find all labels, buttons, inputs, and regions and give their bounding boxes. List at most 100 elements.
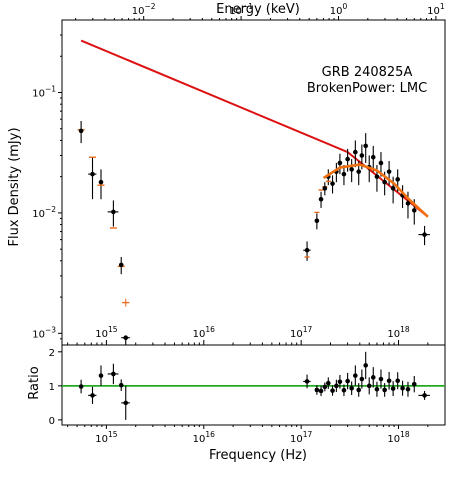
data-marker: [386, 169, 392, 174]
data-marker: [382, 179, 387, 185]
data-point: [370, 145, 376, 172]
ratio-point: [98, 365, 104, 386]
ratio-marker: [405, 386, 411, 392]
data-point: [345, 148, 350, 172]
data-point: [330, 175, 335, 194]
data-marker: [330, 181, 335, 186]
ratio-point: [400, 380, 405, 396]
ratio-point: [334, 379, 339, 392]
data-point: [97, 169, 105, 200]
ratio-point: [405, 381, 411, 397]
y-axis-label: Flux Density (mJy): [7, 127, 22, 246]
ratio-marker: [382, 387, 387, 393]
data-marker: [90, 171, 95, 177]
data-marker: [349, 167, 354, 172]
data-point: [337, 153, 343, 175]
ratio-point: [118, 379, 124, 391]
data-marker: [374, 174, 380, 179]
ratio-x-tick-label: 1016: [193, 430, 216, 445]
ratio-point: [356, 383, 362, 397]
ratio-point: [395, 372, 400, 390]
data-point: [77, 120, 85, 144]
ratio-point: [386, 371, 392, 390]
data-marker: [390, 186, 396, 191]
ratio-point: [363, 351, 368, 380]
ratio-x-tick-label: 1015: [95, 430, 118, 445]
ratio-marker: [330, 388, 335, 393]
ratio-y-tick-label: 0: [49, 416, 55, 427]
ratio-marker: [123, 400, 129, 406]
main-inner-x-tick-label: 1016: [193, 325, 216, 340]
ratio-x-tick-label: 1017: [290, 430, 313, 445]
data-point: [405, 191, 411, 219]
data-marker: [318, 196, 324, 202]
ratio-point: [88, 386, 97, 404]
top-x-tick-label: 100: [330, 2, 348, 17]
ratio-marker: [322, 384, 328, 390]
top-x-tick-label: 10−2: [132, 2, 156, 17]
ratio-point: [378, 369, 384, 389]
ratio-marker: [356, 387, 362, 393]
data-marker: [370, 154, 376, 160]
ratio-point: [390, 381, 396, 397]
ratio-point: [349, 381, 354, 396]
ratio-marker: [334, 383, 339, 389]
ratio-marker: [363, 363, 368, 368]
ratio-point: [345, 372, 350, 390]
data-point: [322, 182, 328, 196]
data-marker: [78, 128, 84, 134]
ratio-marker: [314, 387, 320, 393]
data-marker: [411, 208, 417, 213]
ratio-point: [326, 377, 331, 389]
main-y-tick-label: 10−1: [32, 84, 56, 99]
data-point: [314, 211, 320, 230]
ratio-y-tick-label: 1: [49, 382, 55, 393]
ratio-point: [318, 385, 324, 397]
annotation-source: GRB 240825A: [322, 65, 413, 80]
x-axis-label: Frequency (Hz): [209, 448, 307, 463]
ratio-marker: [374, 386, 380, 392]
ratio-marker: [395, 378, 400, 384]
ratio-point: [411, 375, 417, 393]
annotation-model: BrokenPower: LMC: [307, 81, 427, 96]
ratio-point: [78, 379, 84, 394]
ratio-marker: [353, 373, 358, 378]
ratio-point: [341, 384, 347, 397]
data-marker: [353, 149, 358, 155]
ratio-marker: [304, 379, 310, 384]
data-point: [88, 156, 97, 200]
data-marker: [304, 247, 310, 253]
data-point: [353, 140, 358, 168]
ratio-point: [314, 385, 320, 395]
ratio-marker: [118, 382, 124, 388]
top-x-tick-label: 10−1: [229, 2, 253, 17]
data-marker: [314, 218, 320, 224]
ratio-marker: [386, 378, 392, 384]
data-point: [400, 185, 405, 208]
data-marker: [111, 209, 116, 215]
ratio-axis-label: Ratio: [27, 366, 42, 399]
data-marker: [359, 153, 365, 158]
ratio-point: [322, 382, 328, 392]
data-point: [318, 189, 324, 208]
ratio-x-tick-label: 1018: [387, 430, 410, 445]
data-point: [303, 241, 311, 261]
data-marker: [341, 171, 347, 177]
ratio-marker: [378, 376, 384, 382]
data-marker: [395, 177, 400, 182]
data-marker: [118, 262, 124, 268]
data-point: [117, 257, 125, 275]
data-point: [334, 162, 339, 183]
data-point: [121, 298, 130, 345]
data-marker: [422, 232, 427, 237]
ratio-point: [107, 363, 119, 385]
ratio-marker: [366, 383, 372, 389]
ratio-point: [374, 381, 380, 397]
data-marker: [98, 179, 104, 185]
ratio-marker: [422, 393, 427, 398]
main-inner-x-tick-label: 1018: [387, 325, 410, 340]
main-inner-x-tick-label: 1017: [290, 325, 313, 340]
data-point: [363, 133, 368, 163]
ratio-marker: [337, 379, 343, 385]
